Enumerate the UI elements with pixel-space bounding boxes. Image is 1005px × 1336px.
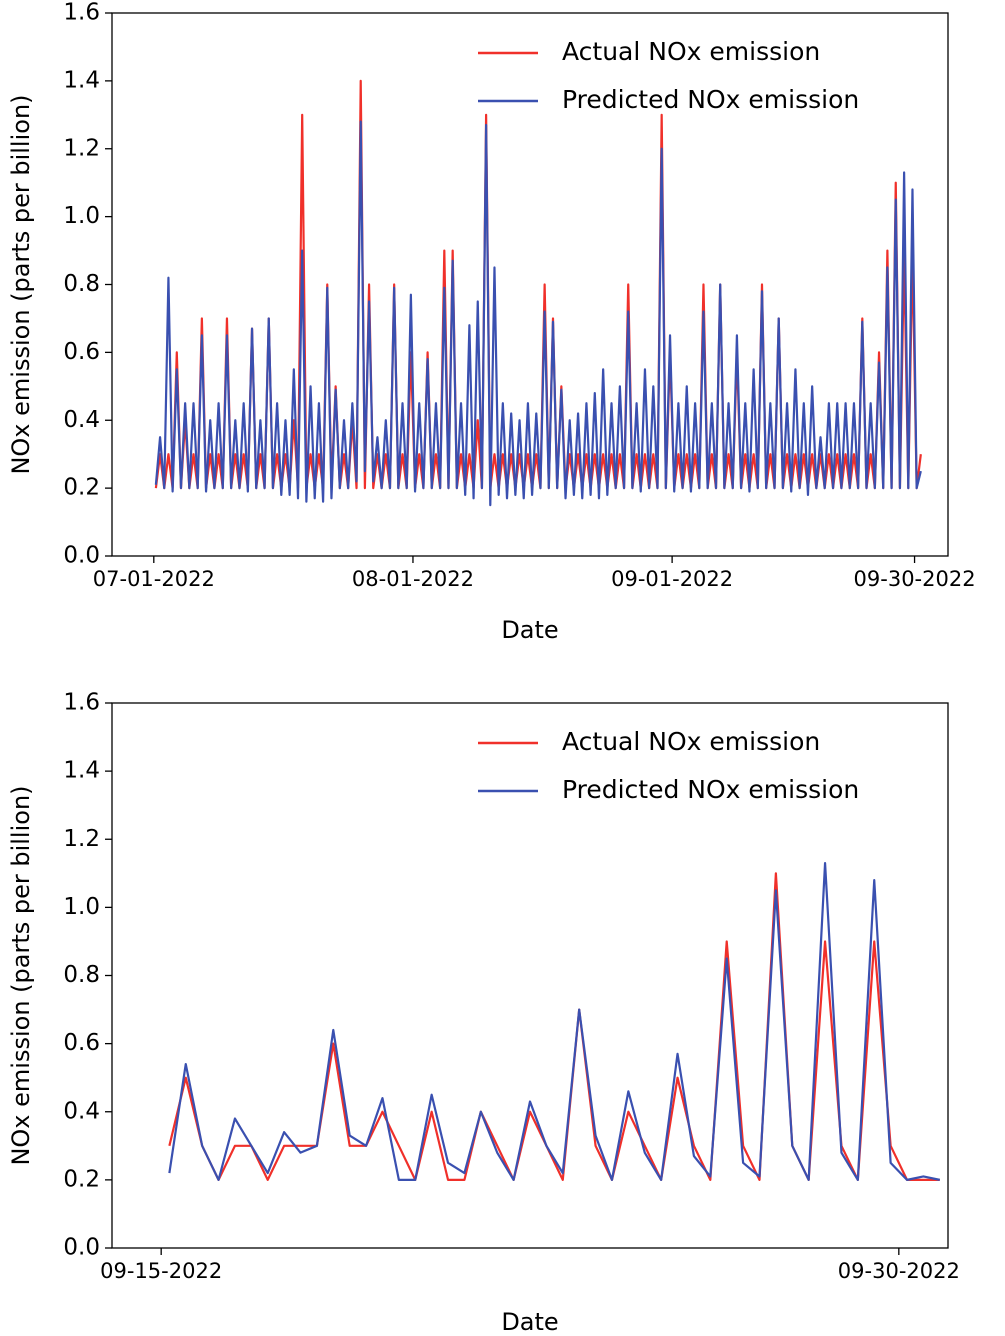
- y-tick-label: 1.6: [63, 0, 100, 26]
- legend-label: Predicted NOx emission: [562, 85, 859, 114]
- y-tick-label: 1.0: [63, 894, 100, 920]
- x-tick-label: 09-30-2022: [854, 567, 976, 591]
- x-tick-label: 09-15-2022: [100, 1259, 222, 1283]
- x-axis-label: Date: [501, 616, 558, 644]
- plot-frame: [111, 12, 949, 557]
- x-tick-label: 09-01-2022: [611, 567, 733, 591]
- y-tick-label: 1.4: [63, 758, 100, 784]
- x-tick-label: 07-01-2022: [93, 567, 215, 591]
- y-tick-label: 0.2: [63, 1166, 100, 1192]
- y-tick-label: 0.2: [63, 475, 100, 501]
- data-line: [154, 120, 922, 507]
- y-tick-label: 0.6: [63, 1030, 100, 1056]
- y-tick-label: 0.6: [63, 339, 100, 365]
- legend-label: Actual NOx emission: [562, 37, 820, 66]
- y-tick-label: 0.8: [63, 962, 100, 988]
- y-tick-label: 0.4: [63, 1098, 100, 1124]
- y-tick-label: 1.2: [63, 826, 100, 852]
- x-tick-label: 08-01-2022: [352, 567, 474, 591]
- y-axis-label: NOx emission (parts per billion): [7, 785, 35, 1165]
- legend-label: Predicted NOx emission: [562, 775, 859, 804]
- legend-label: Actual NOx emission: [562, 727, 820, 756]
- y-tick-label: 0.8: [63, 271, 100, 297]
- y-tick-label: 0.0: [63, 1235, 100, 1261]
- y-tick-label: 0.4: [63, 407, 100, 433]
- plot-frame: [111, 702, 949, 1249]
- y-tick-label: 0.0: [63, 543, 100, 569]
- data-line: [168, 861, 941, 1181]
- x-axis-label: Date: [501, 1308, 558, 1336]
- y-tick-label: 1.2: [63, 135, 100, 161]
- x-tick-label: 09-30-2022: [838, 1259, 960, 1283]
- y-axis-label: NOx emission (parts per billion): [7, 94, 35, 474]
- y-tick-label: 1.4: [63, 67, 100, 93]
- y-tick-label: 1.6: [63, 690, 100, 716]
- y-tick-label: 1.0: [63, 203, 100, 229]
